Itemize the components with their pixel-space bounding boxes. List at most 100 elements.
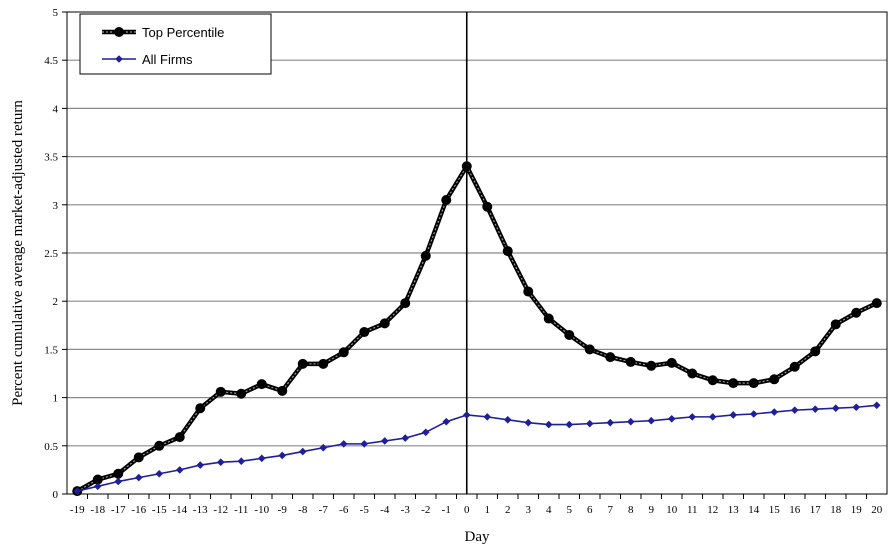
data-point <box>626 417 635 426</box>
x-tick-label: -3 <box>401 504 411 516</box>
data-point <box>442 417 451 426</box>
data-point <box>770 408 779 416</box>
data-point <box>524 418 533 427</box>
data-point <box>441 194 452 205</box>
x-tick-label: 16 <box>789 504 801 516</box>
data-point <box>543 313 554 324</box>
data-point <box>196 461 205 469</box>
plot-area-frame <box>66 11 888 495</box>
data-point <box>728 378 739 389</box>
data-point <box>174 432 185 443</box>
data-point <box>585 419 594 428</box>
y-tick-label: 3.5 <box>44 152 58 164</box>
x-tick-label: -14 <box>172 504 187 516</box>
data-point <box>420 250 431 261</box>
data-point <box>871 298 882 309</box>
y-tick-label: 2 <box>53 296 59 308</box>
data-point <box>564 329 575 340</box>
legend-box <box>79 13 272 75</box>
legend-swatch-marker <box>114 27 124 37</box>
data-point <box>647 416 656 425</box>
data-point <box>216 458 225 466</box>
x-tick-label: 7 <box>608 504 614 516</box>
data-point <box>666 357 677 368</box>
data-point <box>297 358 308 369</box>
x-tick-label: -19 <box>70 504 85 516</box>
x-tick-label: -17 <box>111 504 126 516</box>
x-tick-label: -11 <box>234 504 248 516</box>
y-tick-label: 4.5 <box>44 55 58 67</box>
x-tick-label: 11 <box>687 504 698 516</box>
y-tick-label: 1 <box>53 393 59 405</box>
x-tick-label: 6 <box>587 504 593 516</box>
x-axis-ticks: -19 -18 -17 -16 -15 -14 -13 -12 -11 -10 -9 -8 -7 -6 -5… <box>70 494 883 516</box>
data-point <box>687 368 698 379</box>
x-tick-label: 5 <box>567 504 573 516</box>
data-point <box>73 487 82 495</box>
data-point <box>584 344 595 355</box>
series-layer <box>72 161 882 497</box>
data-point <box>114 477 123 486</box>
data-point <box>401 434 410 442</box>
series-line <box>77 404 877 492</box>
data-point <box>195 403 206 414</box>
data-point <box>134 473 143 482</box>
data-point <box>338 347 349 358</box>
data-point <box>708 413 717 421</box>
x-tick-label: 12 <box>707 504 718 516</box>
data-point <box>483 413 492 421</box>
series-1 <box>73 401 881 495</box>
data-point <box>319 443 328 452</box>
data-point <box>606 418 615 427</box>
x-axis-title: Day <box>465 529 490 545</box>
data-point <box>482 201 493 212</box>
y-axis-title: Percent cumulative average market-adjust… <box>10 100 26 406</box>
data-point <box>236 388 247 399</box>
y-tick-label: 0.5 <box>44 441 58 453</box>
series-line-texture <box>76 165 878 492</box>
data-point <box>565 420 574 429</box>
x-tick-label: -16 <box>131 504 146 516</box>
data-point <box>154 440 165 451</box>
legend: Top Percentile All Firms <box>79 13 272 75</box>
data-point <box>811 405 820 413</box>
legend-swatch-marker <box>115 55 123 63</box>
x-tick-label: -15 <box>152 504 167 516</box>
x-tick-label: -7 <box>319 504 329 516</box>
data-point <box>503 415 512 424</box>
y-tick-label: 1.5 <box>44 344 58 356</box>
data-point <box>133 452 144 463</box>
y-tick-label: 0 <box>53 489 59 501</box>
x-tick-label: 10 <box>666 504 678 516</box>
data-point <box>872 401 881 410</box>
x-tick-label: -9 <box>278 504 288 516</box>
x-tick-label: 4 <box>546 504 552 516</box>
x-tick-label: 13 <box>728 504 740 516</box>
x-tick-label: 9 <box>649 504 655 516</box>
data-point <box>215 386 226 397</box>
legend-item: Top Percentile <box>102 25 224 40</box>
legend-items: Top Percentile All Firms <box>102 25 224 67</box>
x-tick-label: 17 <box>810 504 822 516</box>
data-point <box>852 403 861 412</box>
x-tick-label: 14 <box>748 504 760 516</box>
data-point <box>359 327 370 338</box>
x-tick-label: 15 <box>769 504 781 516</box>
data-point <box>462 411 471 419</box>
x-tick-label: 18 <box>830 504 842 516</box>
data-point <box>380 437 389 445</box>
legend-label: All Firms <box>142 52 193 67</box>
x-tick-label: 1 <box>485 504 491 516</box>
data-point <box>421 428 430 437</box>
data-point <box>749 410 758 418</box>
data-point <box>605 352 616 363</box>
data-point <box>625 356 636 367</box>
data-point <box>831 404 840 413</box>
y-tick-label: 3 <box>53 200 59 212</box>
x-tick-label: 20 <box>871 504 883 516</box>
x-tick-label: -18 <box>90 504 105 516</box>
gridlines <box>67 59 887 447</box>
x-tick-label: -2 <box>421 504 430 516</box>
